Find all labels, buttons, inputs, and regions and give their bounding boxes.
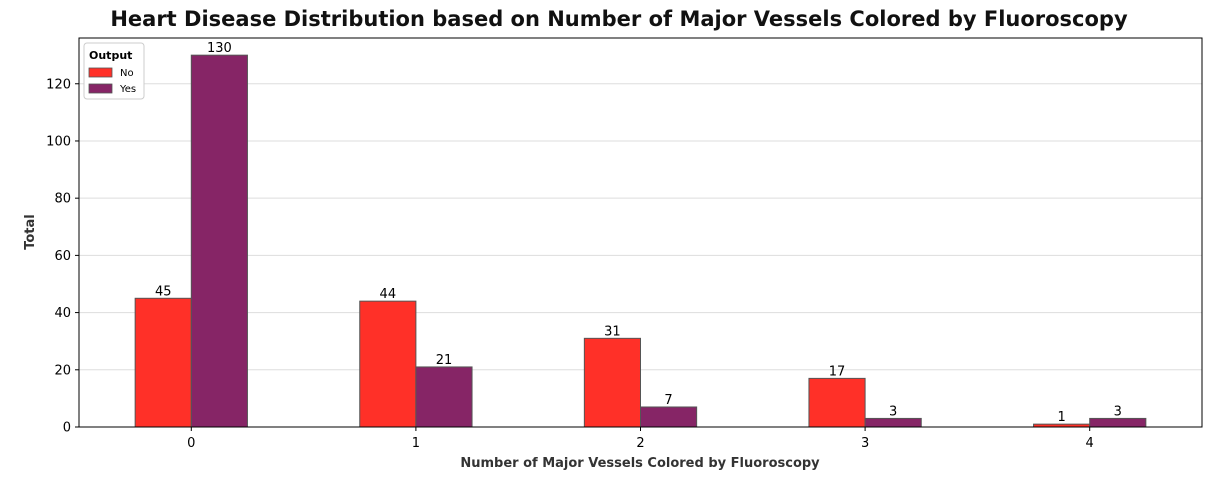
bar-yes-2 xyxy=(640,406,698,428)
x-axis: 0 1 2 3 4 xyxy=(187,427,1094,451)
bar-yes-3 xyxy=(864,417,922,428)
bars xyxy=(134,54,1147,428)
bar-no-0 xyxy=(134,297,192,428)
bar-no-1 xyxy=(359,300,417,428)
x-tick-label: 2 xyxy=(636,436,644,451)
legend-swatch-yes xyxy=(88,83,113,94)
data-label: 45 xyxy=(155,284,172,299)
legend-title: Output xyxy=(89,49,132,62)
legend-label-yes: Yes xyxy=(119,84,136,95)
data-label: 130 xyxy=(207,41,232,56)
y-tick-label: 60 xyxy=(54,249,71,264)
y-tick-label: 40 xyxy=(54,306,71,321)
legend: Output No Yes xyxy=(83,42,145,100)
y-tick-label: 80 xyxy=(54,192,71,207)
x-tick-label: 3 xyxy=(861,436,869,451)
y-tick-label: 0 xyxy=(63,421,71,436)
data-label: 31 xyxy=(604,324,621,339)
bar-no-2 xyxy=(583,337,641,428)
data-label: 7 xyxy=(664,393,672,408)
y-axis-label: Total xyxy=(23,214,38,250)
y-axis: 0 20 40 60 80 100 120 xyxy=(46,77,79,436)
legend-label-no: No xyxy=(120,68,134,79)
grid-lines xyxy=(79,83,1202,428)
bar-no-3 xyxy=(808,377,866,428)
legend-swatch-no xyxy=(88,67,113,78)
bar-yes-4 xyxy=(1089,417,1147,428)
x-tick-label: 1 xyxy=(412,436,420,451)
x-tick-label: 0 xyxy=(187,436,195,451)
x-axis-label: Number of Major Vessels Colored by Fluor… xyxy=(460,456,820,471)
data-label: 1 xyxy=(1057,410,1065,425)
data-label: 21 xyxy=(436,353,453,368)
data-label: 44 xyxy=(380,287,397,302)
data-label: 3 xyxy=(889,404,897,419)
bar-yes-1 xyxy=(415,366,473,428)
data-label: 17 xyxy=(829,364,846,379)
x-tick-label: 4 xyxy=(1086,436,1094,451)
y-tick-label: 100 xyxy=(46,134,71,149)
data-label: 3 xyxy=(1114,404,1122,419)
chart-title: Heart Disease Distribution based on Numb… xyxy=(110,7,1128,31)
y-tick-label: 20 xyxy=(54,363,71,378)
bar-yes-0 xyxy=(190,54,248,428)
y-tick-label: 120 xyxy=(46,77,71,92)
